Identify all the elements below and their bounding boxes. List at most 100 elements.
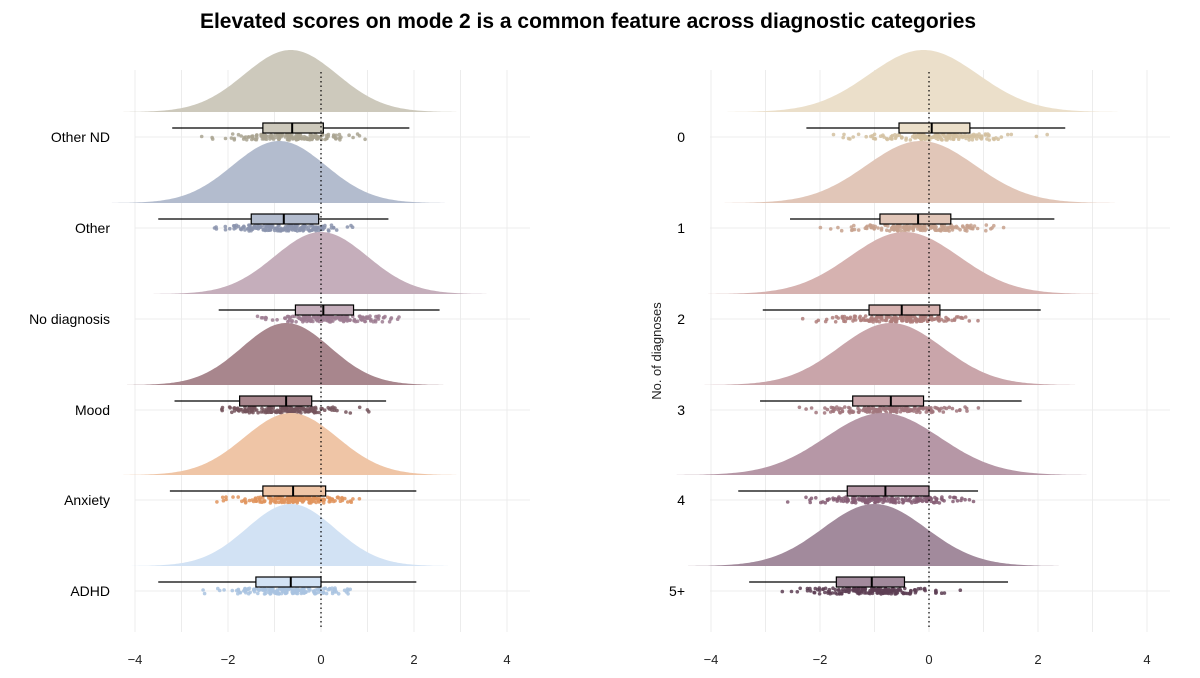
data-point [326,405,331,410]
data-point [350,225,355,229]
data-point [280,499,284,504]
data-point [338,499,343,504]
data-point [389,317,393,321]
data-point [254,408,259,412]
data-point [840,592,844,596]
data-point [319,319,324,324]
data-point [910,320,915,324]
data-point [985,137,989,141]
data-point [874,496,878,501]
data-point [827,587,832,592]
data-point [813,586,818,591]
data-point [933,228,938,232]
data-point [307,225,311,229]
data-point [310,228,314,232]
data-point [906,498,910,503]
data-point [330,589,335,594]
data-point [287,136,291,141]
data-point [894,406,898,411]
data-point [239,227,244,232]
data-point [832,406,836,411]
data-point [314,317,319,322]
data-point [853,318,858,322]
data-point [321,591,326,595]
data-point [909,408,914,412]
data-point [330,408,334,412]
data-point [273,410,278,414]
data-point [329,315,334,319]
data-point [851,135,855,139]
data-point [869,498,874,503]
data-point [259,410,264,414]
data-point [885,316,889,321]
data-point [259,316,264,320]
data-points [255,314,401,324]
data-point [348,318,352,323]
data-point [937,501,942,505]
data-point [812,590,817,595]
data-point [355,132,360,136]
data-point [252,587,256,591]
iqr-box [294,304,355,316]
data-point [904,406,908,410]
x-tick-label: −4 [128,652,143,667]
data-point [951,499,955,504]
data-point [239,134,243,138]
data-point [900,497,904,502]
category-label: Other [75,220,110,236]
data-point [885,228,889,233]
data-point [199,134,204,139]
data-point [944,138,948,142]
category-label: 0 [677,129,685,145]
density-cloud [123,413,457,475]
iqr-box [879,213,952,225]
data-point [948,495,952,499]
data-point [230,410,234,415]
data-point [858,314,862,319]
data-point [235,407,240,411]
data-point [843,319,848,324]
data-point [846,498,851,503]
data-point [927,495,931,500]
data-point [967,498,972,502]
data-point [286,224,291,229]
data-point [823,319,828,324]
data-point [329,226,334,230]
data-point [260,406,264,411]
data-point [947,133,951,137]
data-point [351,135,355,140]
data-point [956,137,961,141]
data-point [889,319,893,323]
data-point [916,499,920,503]
density-cloud [727,50,1118,112]
data-point [321,501,326,505]
category-label: 4 [677,492,685,508]
data-point [864,134,868,139]
data-point [247,229,251,233]
data-point [971,499,976,504]
data-point [268,137,272,141]
data-point [257,497,262,502]
data-point [277,592,281,596]
data-point [243,409,248,414]
data-point [323,586,328,590]
category-4: 4 [676,413,1087,508]
data-point [941,226,946,230]
data-point [828,227,833,231]
data-point [930,135,935,140]
data-point [967,138,971,142]
data-point [955,499,960,503]
data-point [871,588,875,593]
data-point [970,138,975,142]
data-point [911,228,916,233]
data-point [268,590,273,595]
data-point [933,495,937,500]
data-point [255,591,260,596]
data-point [814,320,819,324]
data-point [914,317,919,321]
density-cloud [704,323,1076,385]
data-point [959,316,963,320]
data-point [950,406,955,411]
data-point [821,500,825,504]
data-point [960,224,965,228]
